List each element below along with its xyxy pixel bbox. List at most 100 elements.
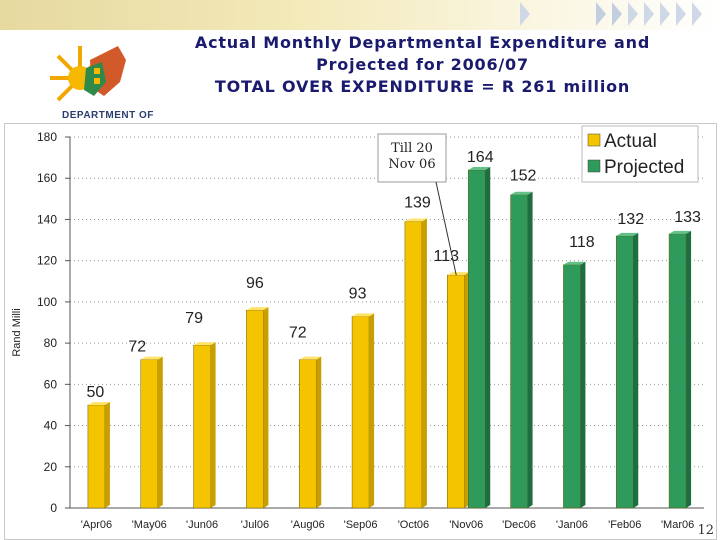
x-tick-label: 'Oct06	[398, 519, 429, 531]
chevron-decoration	[628, 2, 638, 26]
data-label: 152	[510, 168, 537, 185]
bar-side	[263, 307, 269, 508]
data-label: 50	[87, 384, 105, 401]
title-line-1: Actual Monthly Departmental Expenditure …	[194, 33, 651, 52]
bar-actual	[140, 359, 158, 509]
data-label: 79	[185, 310, 203, 327]
x-tick-label: 'Apr06	[81, 519, 112, 531]
x-tick-label: 'Jul06	[241, 519, 269, 531]
bar-side	[316, 356, 322, 508]
bar-side	[157, 356, 163, 508]
bar-projected	[616, 235, 634, 509]
data-label: 113	[433, 248, 459, 265]
annotation-text: Till 20	[391, 141, 433, 156]
data-label: 96	[246, 275, 264, 292]
annotation-text: Nov 06	[388, 157, 435, 172]
bar-side	[633, 232, 639, 508]
x-tick-label: 'Mar06	[661, 519, 694, 531]
bar-actual	[246, 309, 264, 509]
legend-box	[581, 125, 699, 183]
chevron-decoration	[612, 2, 622, 26]
page-number: 12	[697, 523, 714, 538]
y-tick-label: 20	[44, 460, 58, 474]
data-label: 72	[128, 339, 146, 356]
x-tick-label: 'Nov06	[449, 519, 483, 531]
chevron-decoration	[520, 2, 530, 26]
y-tick-label: 160	[37, 171, 57, 185]
bar-top	[140, 356, 163, 360]
bar-top	[510, 191, 533, 195]
bar-actual	[299, 359, 317, 509]
bar-side	[485, 166, 491, 508]
x-tick-label: 'Feb06	[608, 519, 641, 531]
x-tick-label: 'Jan06	[556, 519, 588, 531]
bar-actual	[351, 316, 370, 509]
x-tick-label: 'Aug06	[291, 519, 325, 531]
bar-top	[616, 232, 639, 236]
data-label: 133	[674, 209, 701, 226]
x-tick-label: 'Sep06	[344, 519, 378, 531]
bar-top	[404, 218, 427, 222]
department-logo-icon	[50, 46, 126, 102]
bar-top	[299, 356, 322, 360]
bar-side	[421, 218, 427, 508]
top-banner	[0, 0, 720, 30]
data-label: 164	[467, 149, 494, 166]
y-tick-label: 140	[37, 212, 57, 226]
department-name: DEPARTMENT OF	[62, 110, 154, 121]
bar-side	[580, 261, 586, 508]
y-tick-label: 120	[37, 254, 57, 268]
chart-title: Actual Monthly Departmental Expenditure …	[150, 32, 695, 98]
data-label: 93	[349, 285, 367, 302]
x-tick-label: 'Jun06	[186, 519, 218, 531]
bar-projected	[563, 264, 581, 509]
bar-actual	[87, 404, 106, 509]
data-label: 118	[569, 234, 595, 251]
bar-top	[468, 166, 491, 170]
bar-top	[193, 342, 216, 346]
legend-swatch	[587, 133, 601, 147]
bar-side	[527, 191, 533, 508]
bar-top	[352, 313, 375, 317]
bar-projected	[668, 233, 687, 509]
legend-swatch	[587, 159, 601, 173]
bar-projected	[468, 169, 486, 509]
annotation-pointer	[435, 181, 457, 276]
chevron-decoration	[692, 2, 702, 26]
bar-actual	[447, 274, 465, 509]
x-tick-label: 'Dec06	[502, 519, 536, 531]
bar-top	[669, 230, 692, 234]
bar-side	[104, 401, 110, 508]
chevron-decoration	[660, 2, 670, 26]
bar-side	[686, 230, 692, 508]
title-line-2: Projected for 2006/07	[316, 55, 529, 74]
y-axis-label: Rand Milli	[11, 308, 23, 356]
title-line-3: TOTAL OVER EXPENDITURE = R 261 million	[214, 77, 631, 96]
bar-projected	[510, 194, 528, 509]
bar-top	[447, 272, 470, 276]
chevron-decoration	[644, 2, 654, 26]
bar-top	[563, 261, 586, 265]
bar-top	[246, 307, 269, 311]
y-tick-label: 0	[50, 501, 57, 515]
bar-actual	[404, 221, 423, 509]
y-tick-label: 100	[37, 295, 57, 309]
y-tick-label: 180	[37, 130, 57, 144]
bar-top	[87, 401, 110, 405]
data-label: 132	[617, 211, 644, 228]
annotation-box	[377, 133, 447, 183]
x-tick-label: 'May06	[132, 519, 167, 531]
legend-label: Actual	[604, 131, 657, 152]
y-tick-label: 80	[44, 336, 58, 350]
bar-side	[369, 313, 375, 508]
chevron-decoration	[596, 2, 606, 26]
y-tick-label: 40	[44, 419, 58, 433]
y-tick-label: 60	[44, 377, 58, 391]
bar-actual	[193, 344, 211, 509]
chevron-decoration	[676, 2, 686, 26]
data-label: 139	[404, 195, 431, 212]
data-label: 72	[289, 325, 307, 342]
legend-label: Projected	[604, 157, 684, 178]
bar-side	[210, 342, 216, 508]
